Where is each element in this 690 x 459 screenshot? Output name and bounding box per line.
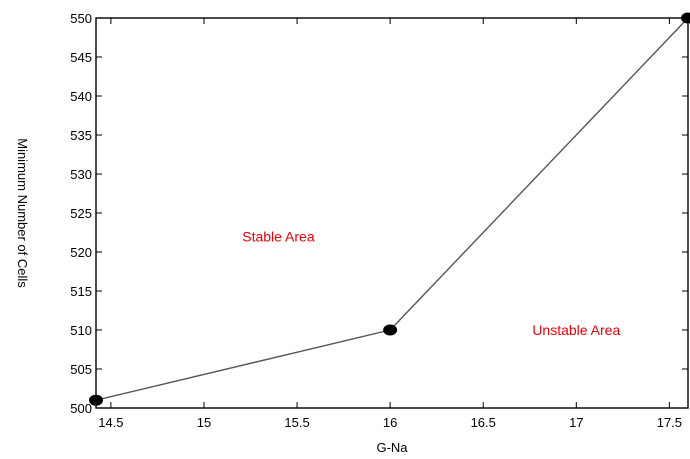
y-tick-label: 510: [70, 323, 92, 338]
y-axis: 500 505 510 515 520 525 530 535 540 545 550: [70, 11, 688, 416]
x-tick-label: 17: [569, 415, 583, 430]
y-tick-label: 530: [70, 167, 92, 182]
y-tick-label: 520: [70, 245, 92, 260]
y-tick-label: 505: [70, 362, 92, 377]
y-tick-label: 525: [70, 206, 92, 221]
y-tick-label: 540: [70, 89, 92, 104]
x-tick-label: 15.5: [284, 415, 309, 430]
x-tick-label: 16: [383, 415, 397, 430]
x-axis: 14.5 15 15.5 16 16.5 17 17.5: [98, 18, 682, 430]
y-axis-label: Minimum Number of Cells: [15, 138, 30, 288]
y-tick-label: 500: [70, 401, 92, 416]
plot-frame: [95, 17, 689, 409]
x-tick-label: 15: [197, 415, 211, 430]
y-tick-label: 545: [70, 50, 92, 65]
x-tick-label: 14.5: [98, 415, 123, 430]
x-axis-label: G-Na: [376, 440, 408, 455]
series-layer: [89, 12, 690, 406]
annotation-label: Stable Area: [242, 228, 315, 244]
x-tick-label: 17.5: [657, 415, 682, 430]
plot-area: [95, 17, 689, 409]
data-point: [681, 12, 690, 24]
x-tick-label: 16.5: [471, 415, 496, 430]
data-point: [89, 394, 103, 406]
annotation-label: Unstable Area: [532, 322, 620, 338]
annotations: Stable Area Unstable Area: [242, 228, 620, 338]
y-tick-label: 515: [70, 284, 92, 299]
y-tick-label: 535: [70, 128, 92, 143]
y-tick-label: 550: [70, 11, 92, 26]
data-point: [383, 324, 398, 336]
